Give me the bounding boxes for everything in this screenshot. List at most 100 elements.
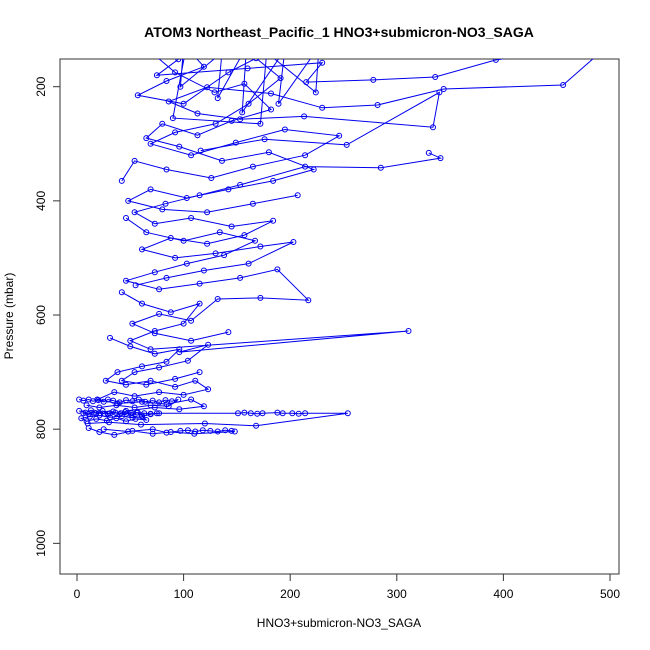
data-point (123, 397, 129, 404)
data-point (86, 413, 93, 420)
data-point (249, 200, 256, 207)
data-point (302, 163, 309, 170)
data-point (147, 346, 154, 353)
data-point (106, 419, 112, 426)
data-point (162, 397, 169, 404)
x-tick-label: 300 (387, 587, 407, 601)
data-point (196, 300, 203, 307)
data-point (96, 429, 103, 435)
profile-profile-upper-c (125, 59, 317, 216)
data-point (336, 132, 343, 139)
x-tick-label: 100 (174, 587, 194, 601)
data-point (214, 428, 221, 435)
data-point (156, 389, 163, 396)
data-point (437, 155, 444, 162)
data-point (492, 59, 499, 63)
data-point (259, 410, 266, 417)
data-point (125, 428, 132, 435)
data-point (127, 343, 134, 350)
data-point (231, 428, 238, 435)
data-point (151, 269, 158, 276)
data-point (207, 427, 214, 434)
data-point (147, 140, 154, 147)
data-point (216, 229, 223, 236)
data-point (232, 139, 239, 146)
data-point (96, 404, 103, 411)
data-point (168, 398, 175, 405)
data-point (228, 427, 235, 434)
data-point (131, 404, 138, 411)
data-point (123, 277, 129, 284)
data-point (139, 363, 145, 370)
data-point (317, 44, 322, 49)
data-point (301, 113, 308, 120)
data-point (95, 397, 102, 404)
data-point (189, 50, 194, 55)
data-point (131, 393, 138, 400)
data-point (319, 104, 326, 111)
data-point (188, 152, 195, 159)
data-point (118, 289, 125, 296)
plot-box (59, 58, 620, 575)
profile-profile-top-verticals (169, 44, 322, 127)
data-point (436, 89, 443, 96)
profile-profile-chain-772 (80, 409, 351, 429)
data-point (156, 364, 163, 371)
x-axis: 0 100 200 300 400 500 (74, 574, 620, 601)
data-point (200, 63, 207, 70)
data-point (235, 410, 241, 417)
data-point (268, 106, 274, 113)
data-point (159, 206, 166, 213)
data-point (139, 246, 145, 253)
profile-line (155, 59, 594, 152)
data-point (153, 410, 160, 417)
data-point (180, 391, 187, 398)
profile-profile-mid-a (131, 149, 444, 289)
profile-profile-upper-b (118, 50, 343, 184)
data-point (188, 317, 195, 324)
data-point (143, 417, 150, 423)
data-point (432, 74, 439, 80)
data-point (244, 44, 249, 49)
data-point (141, 410, 148, 417)
data-point (228, 117, 235, 124)
data-point (270, 177, 277, 184)
data-point (197, 147, 204, 154)
data-point (125, 197, 132, 204)
data-point (129, 320, 136, 327)
data-point (123, 215, 129, 221)
data-point (138, 421, 144, 428)
data-point (196, 280, 203, 287)
data-point (237, 274, 244, 281)
profile-profile-chain-803 (85, 425, 238, 438)
data-point (370, 76, 377, 83)
data-point (205, 386, 212, 393)
data-point (200, 267, 207, 274)
data-point (134, 92, 141, 99)
data-point (167, 429, 174, 435)
data-point (156, 310, 163, 317)
data-point (90, 398, 96, 405)
data-point (295, 410, 302, 417)
data-point (225, 186, 232, 193)
profile-profile-spike (118, 289, 412, 388)
data-point (440, 86, 447, 92)
data-point (127, 337, 134, 344)
profile-profile-low-a (94, 334, 212, 414)
data-point (221, 252, 228, 259)
data-point (167, 309, 174, 316)
data-point (172, 375, 179, 382)
data-point (245, 100, 252, 107)
data-point (159, 120, 166, 127)
data-point (281, 126, 288, 133)
data-point (147, 402, 154, 409)
data-point (131, 209, 138, 216)
data-point (264, 50, 269, 55)
data-point (153, 72, 160, 79)
data-point (239, 109, 246, 116)
data-point (253, 59, 259, 62)
data-point (200, 403, 207, 410)
data-point (270, 217, 277, 224)
profile-profile-mid-b (123, 215, 312, 344)
